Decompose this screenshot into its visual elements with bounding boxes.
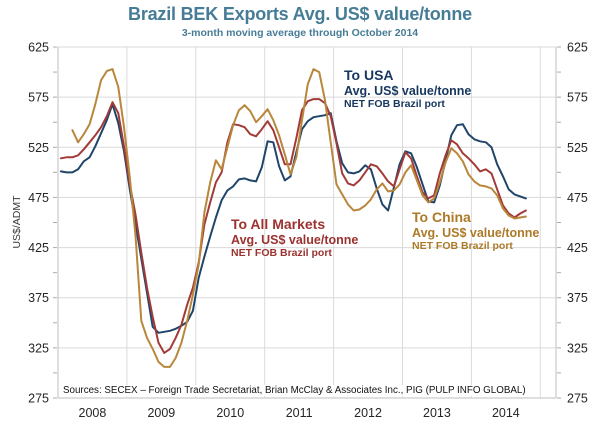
annotation-line3: NET FOB Brazil port [344,98,445,111]
annotation-title: To China [412,209,471,225]
series-line-to-china [71,68,527,368]
y-tick-label-left: 475 [28,191,49,205]
x-year-label: 2009 [147,406,175,420]
annotation-line2: Avg. US$ value/tonne [344,83,472,98]
annotation-line3: NET FOB Brazil port [412,240,513,253]
y-tick-label-right: 275 [567,392,588,406]
y-tick-label-left: 325 [28,341,49,355]
annotation-to-usa: To USA Avg. US$ value/tonne NET FOB Braz… [344,67,471,111]
y-tick-label-left: 575 [28,91,49,105]
y-tick-label-right: 525 [567,141,588,155]
annotation-to-china: To China Avg. US$ value/tonne NET FOB Br… [412,209,539,253]
y-tick-label-left: 375 [28,291,49,305]
y-tick-label-right: 325 [567,341,588,355]
annotation-to-all-markets: To All Markets Avg. US$ value/tonne NET … [231,216,358,260]
y-tick-label-right: 375 [567,291,588,305]
y-tick-label-left: 275 [28,392,49,406]
page-subtitle: 3-month moving average through October 2… [181,27,419,39]
page-title: Brazil BEK Exports Avg. US$ value/tonne [128,4,472,24]
y-tick-label-left: 625 [28,41,49,55]
annotation-line2: Avg. US$ value/tonne [231,232,359,247]
y-tick-label-right: 575 [567,91,588,105]
series-line-to-all-markets [59,98,527,354]
x-year-label: 2008 [79,406,107,420]
source-note: Sources: SECEX – Foreign Trade Secretari… [61,385,528,396]
y-tick-label-left: 525 [28,141,49,155]
y-tick-label-right: 425 [567,241,588,255]
x-year-label: 2012 [354,406,382,420]
annotation-line2: Avg. US$ value/tonne [412,225,540,240]
x-year-label: 2014 [492,406,520,420]
annotation-title: To All Markets [231,216,326,232]
y-tick-label-left: 425 [28,241,49,255]
annotation-line3: NET FOB Brazil port [231,247,332,260]
annotation-title: To USA [344,67,394,83]
x-year-label: 2013 [423,406,451,420]
x-year-label: 2010 [216,406,244,420]
y-tick-label-right: 475 [567,191,588,205]
x-year-label: 2011 [286,406,313,420]
y-tick-label-right: 625 [567,41,588,55]
